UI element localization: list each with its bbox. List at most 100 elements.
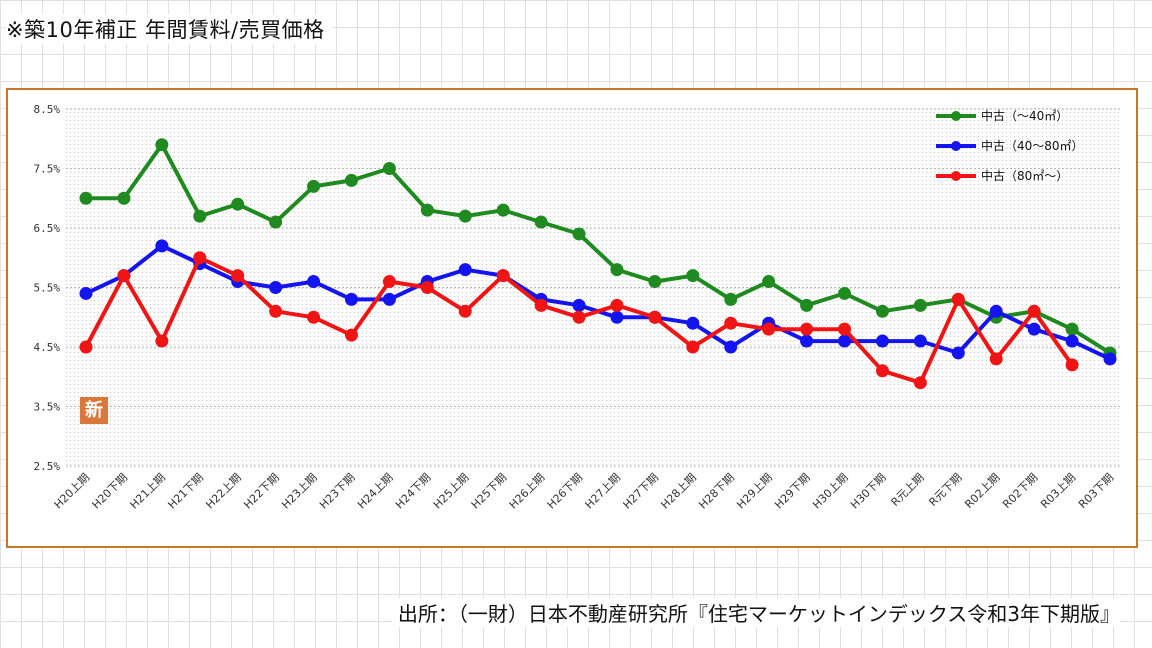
- data-point: [686, 340, 700, 354]
- legend-entry: 中古（40～80㎡）: [981, 138, 1084, 153]
- x-tick-label: H28上期: [658, 471, 699, 512]
- data-point: [1027, 322, 1041, 336]
- data-point: [382, 292, 396, 306]
- x-tick-label: H21下期: [165, 471, 206, 512]
- data-point: [117, 191, 131, 205]
- data-point: [307, 179, 321, 193]
- data-point: [875, 334, 889, 348]
- x-tick-label: H29下期: [772, 471, 813, 512]
- data-point: [534, 298, 548, 312]
- x-tick-label: H26上期: [507, 471, 548, 512]
- data-point: [800, 298, 814, 312]
- x-tick-label: H25下期: [469, 471, 510, 512]
- data-point: [231, 269, 245, 283]
- data-point: [913, 334, 927, 348]
- x-tick-label: H24上期: [355, 471, 396, 512]
- data-point: [762, 322, 776, 336]
- data-point: [534, 215, 548, 229]
- x-tick-label: R02上期: [962, 471, 1002, 511]
- y-tick-label: 7.5%: [34, 163, 61, 176]
- data-point: [79, 286, 93, 300]
- data-point: [458, 263, 472, 277]
- data-point: [572, 310, 586, 324]
- data-point: [269, 215, 283, 229]
- data-point: [382, 162, 396, 175]
- data-point: [344, 292, 358, 306]
- data-point: [686, 316, 700, 330]
- data-point: [1065, 334, 1079, 348]
- x-tick-label: H29上期: [734, 471, 775, 512]
- data-point: [344, 173, 358, 187]
- y-tick-label: 3.5%: [34, 401, 61, 414]
- data-point: [989, 352, 1003, 366]
- data-point: [648, 275, 662, 289]
- data-point: [1103, 352, 1117, 366]
- data-point: [496, 269, 510, 283]
- x-tick-label: R03上期: [1038, 471, 1078, 511]
- data-point: [1065, 322, 1079, 336]
- new-badge: 新: [80, 397, 108, 424]
- x-tick-label: H22上期: [203, 471, 244, 512]
- x-tick-label: H20下期: [90, 471, 131, 512]
- data-point: [231, 197, 245, 211]
- data-point: [724, 316, 738, 330]
- plot-area: [66, 105, 1120, 466]
- x-tick-label: R03下期: [1076, 471, 1116, 511]
- x-tick-label: H28下期: [696, 471, 737, 512]
- data-point: [496, 203, 510, 217]
- data-point: [610, 263, 624, 277]
- data-point: [762, 275, 776, 289]
- data-point: [838, 322, 852, 336]
- data-point: [951, 292, 965, 306]
- x-tick-label: H30上期: [810, 471, 851, 512]
- line-chart: 8.5%7.5%6.5%5.5%4.5%3.5%2.5% H20上期H20下期H…: [34, 103, 1120, 512]
- data-point: [913, 376, 927, 390]
- x-tick-label: R02下期: [1000, 471, 1040, 511]
- x-axis: H20上期H20下期H21上期H21下期H22上期H22下期H23上期H23下期…: [52, 471, 1117, 512]
- y-tick-label: 4.5%: [34, 341, 61, 354]
- y-tick-label: 5.5%: [34, 282, 61, 295]
- y-tick-label: 8.5%: [34, 103, 61, 116]
- legend-entry: 中古（80㎡～）: [981, 168, 1068, 183]
- x-tick-label: R元上期: [889, 471, 927, 509]
- data-point: [800, 322, 814, 336]
- page-title: ※築10年補正 年間賃料/売買価格: [6, 14, 331, 44]
- series-3: [79, 251, 1079, 390]
- data-point: [307, 310, 321, 324]
- x-tick-label: H27上期: [583, 471, 624, 512]
- data-point: [724, 340, 738, 354]
- data-point: [1027, 304, 1041, 318]
- data-point: [610, 310, 624, 324]
- data-point: [420, 281, 434, 294]
- series-layer: [79, 138, 1117, 390]
- x-tick-label: H25上期: [431, 471, 472, 512]
- legend-swatch-marker: [951, 111, 961, 121]
- y-tick-label: 6.5%: [34, 222, 61, 235]
- x-tick-label: H27下期: [621, 471, 662, 512]
- data-point: [79, 340, 93, 354]
- data-point: [307, 275, 321, 289]
- data-point: [951, 346, 965, 360]
- legend-swatch-marker: [951, 141, 961, 151]
- data-point: [79, 191, 93, 205]
- data-point: [875, 304, 889, 318]
- data-point: [648, 310, 662, 324]
- data-point: [572, 298, 586, 312]
- x-tick-label: H30下期: [848, 471, 889, 512]
- data-point: [344, 328, 358, 342]
- data-point: [420, 203, 434, 217]
- data-point: [838, 286, 852, 300]
- data-point: [913, 298, 927, 312]
- data-point: [269, 281, 283, 294]
- data-point: [989, 304, 1003, 318]
- y-axis: 8.5% 7.5% 6.5% 5.5% 4.5% 3.5% 2.5%: [34, 103, 61, 473]
- data-point: [838, 334, 852, 348]
- x-tick-label: H20上期: [52, 471, 93, 512]
- source-citation: 出所：（一財）日本不動産研究所『住宅マーケットインデックス令和3年下期版』: [391, 598, 1120, 627]
- data-point: [1065, 358, 1079, 372]
- data-point: [382, 275, 396, 289]
- data-point: [193, 251, 207, 265]
- x-tick-label: R元下期: [926, 471, 964, 509]
- y-tick-label: 2.5%: [34, 460, 61, 473]
- data-point: [458, 304, 472, 318]
